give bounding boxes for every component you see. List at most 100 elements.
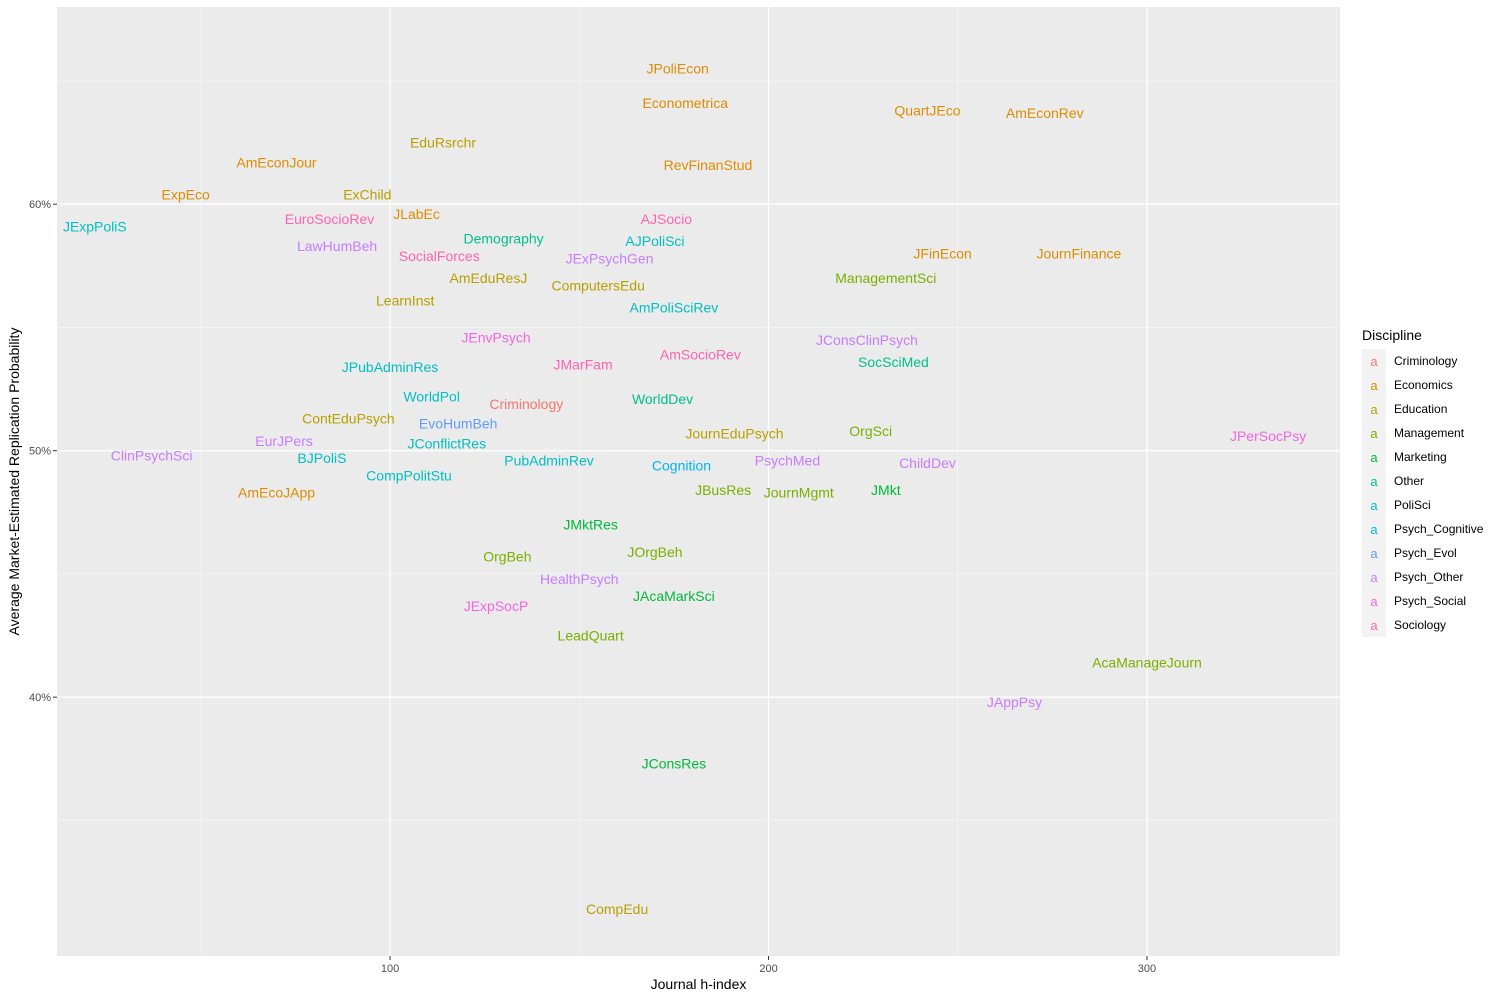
legend-entry-label: Psych_Evol bbox=[1394, 546, 1457, 560]
point-label: JExpPoliS bbox=[63, 218, 127, 234]
legend-entry-label: Criminology bbox=[1394, 354, 1457, 368]
point-label: AmEcoJApp bbox=[238, 485, 315, 501]
y-tick-label: 60% bbox=[29, 199, 51, 211]
axis-ticks: 100 200 300 40% 50% 60% bbox=[29, 199, 1156, 975]
point-label: Criminology bbox=[489, 396, 563, 412]
point-label: JConsRes bbox=[642, 756, 707, 772]
legend-key-background bbox=[1362, 541, 1386, 565]
x-axis-title: Journal h-index bbox=[651, 976, 747, 992]
point-label: JPubAdminRes bbox=[342, 359, 439, 375]
point-label: EuroSocioRev bbox=[285, 211, 375, 227]
legend-entry-label: Psych_Cognitive bbox=[1394, 522, 1484, 536]
point-label: JEnvPsych bbox=[461, 329, 530, 345]
point-label: CompPolitStu bbox=[366, 467, 452, 483]
point-label: LawHumBeh bbox=[297, 238, 377, 254]
point-label: WorldPol bbox=[403, 388, 460, 404]
point-label: ComputersEdu bbox=[552, 278, 645, 294]
point-label: EvoHumBeh bbox=[419, 416, 498, 432]
legend-title: Discipline bbox=[1362, 327, 1422, 343]
legend-key-background bbox=[1362, 589, 1386, 613]
legend-key-background bbox=[1362, 349, 1386, 373]
legend-key-glyph: a bbox=[1370, 498, 1378, 513]
legend-key-background bbox=[1362, 469, 1386, 493]
point-label: QuartJEco bbox=[894, 103, 960, 119]
minor-gridlines bbox=[57, 7, 1340, 956]
legend-key-background bbox=[1362, 397, 1386, 421]
legend-key-glyph: a bbox=[1370, 426, 1378, 441]
legend-entry-label: Other bbox=[1394, 474, 1424, 488]
point-label: JConsClinPsych bbox=[816, 332, 918, 348]
point-label: CompEdu bbox=[586, 901, 648, 917]
legend-key-background bbox=[1362, 613, 1386, 637]
point-label: RevFinanStud bbox=[664, 157, 753, 173]
point-label: Cognition bbox=[652, 457, 711, 473]
point-labels: JPoliEcon Econometrica QuartJEco AmEconRev E… bbox=[63, 61, 1306, 918]
point-label: AcaManageJourn bbox=[1092, 655, 1202, 671]
legend-key-glyph: a bbox=[1370, 354, 1378, 369]
legend-key-glyph: a bbox=[1370, 618, 1378, 633]
point-label: SocSciMed bbox=[858, 354, 929, 370]
legend-entry-label: Management bbox=[1394, 426, 1465, 440]
point-label: EduRsrchr bbox=[410, 135, 476, 151]
point-label: JAppPsy bbox=[987, 694, 1042, 710]
point-label: AmSocioRev bbox=[660, 347, 741, 363]
point-label: ContEduPsych bbox=[302, 411, 395, 427]
point-label: JOrgBeh bbox=[627, 544, 682, 560]
point-label: ExChild bbox=[343, 186, 391, 202]
point-label: PubAdminRev bbox=[504, 453, 594, 469]
point-label: WorldDev bbox=[632, 391, 693, 407]
y-tick-label: 40% bbox=[29, 692, 51, 704]
legend-key-glyph: a bbox=[1370, 570, 1378, 585]
plot-panel bbox=[57, 7, 1340, 956]
point-label: PsychMed bbox=[755, 453, 820, 469]
point-label: JConflictRes bbox=[408, 435, 487, 451]
legend-key-glyph: a bbox=[1370, 450, 1378, 465]
legend-key-background bbox=[1362, 517, 1386, 541]
point-label: HealthPsych bbox=[540, 571, 619, 587]
point-label: LeadQuart bbox=[558, 628, 624, 644]
point-label: JournFinance bbox=[1036, 245, 1121, 261]
major-gridlines bbox=[57, 7, 1340, 956]
point-label: AmEconRev bbox=[1006, 105, 1084, 121]
point-label: Demography bbox=[464, 231, 544, 247]
point-label: JournMgmt bbox=[764, 485, 834, 501]
x-tick-label: 200 bbox=[759, 963, 777, 975]
legend-key-glyph: a bbox=[1370, 594, 1378, 609]
legend-entry-label: Education bbox=[1394, 402, 1447, 416]
point-label: SocialForces bbox=[399, 248, 480, 264]
point-label: LearnInst bbox=[376, 292, 434, 308]
legend-key-glyph: a bbox=[1370, 546, 1378, 561]
legend-key-glyph: a bbox=[1370, 402, 1378, 417]
point-label: JMktRes bbox=[563, 517, 617, 533]
point-label: AmEduResJ bbox=[450, 270, 528, 286]
x-tick-label: 300 bbox=[1138, 963, 1156, 975]
point-label: EurJPers bbox=[255, 433, 313, 449]
legend-key-background bbox=[1362, 445, 1386, 469]
point-label: JBusRes bbox=[695, 482, 751, 498]
point-label: BJPoliS bbox=[297, 450, 346, 466]
point-label: AJSocio bbox=[641, 211, 693, 227]
legend-entry-label: Sociology bbox=[1394, 618, 1446, 632]
point-label: AmEconJour bbox=[236, 154, 316, 170]
point-label: ClinPsychSci bbox=[111, 448, 193, 464]
legend: Discipline a Criminology a Economics a Educat… bbox=[1362, 327, 1484, 637]
legend-entry-label: PoliSci bbox=[1394, 498, 1431, 512]
legend-key-background bbox=[1362, 373, 1386, 397]
legend-entry-label: Psych_Other bbox=[1394, 570, 1463, 584]
point-label: OrgSci bbox=[849, 423, 892, 439]
point-label: AmPoliSciRev bbox=[630, 300, 719, 316]
point-label: JExpSocP bbox=[464, 598, 529, 614]
x-tick-label: 100 bbox=[381, 963, 399, 975]
point-label: ExpEco bbox=[162, 186, 210, 202]
y-tick-label: 50% bbox=[29, 446, 51, 458]
legend-key-background bbox=[1362, 493, 1386, 517]
point-label: JAcaMarkSci bbox=[633, 588, 715, 604]
point-label: JournEduPsych bbox=[685, 425, 783, 441]
y-axis-title: Average Market-Estimated Replication Pro… bbox=[6, 328, 22, 636]
legend-key-background bbox=[1362, 421, 1386, 445]
point-label: JMkt bbox=[871, 482, 901, 498]
point-label: JLabEc bbox=[393, 206, 440, 222]
point-label: Econometrica bbox=[642, 95, 728, 111]
legend-entry-label: Psych_Social bbox=[1394, 594, 1466, 608]
